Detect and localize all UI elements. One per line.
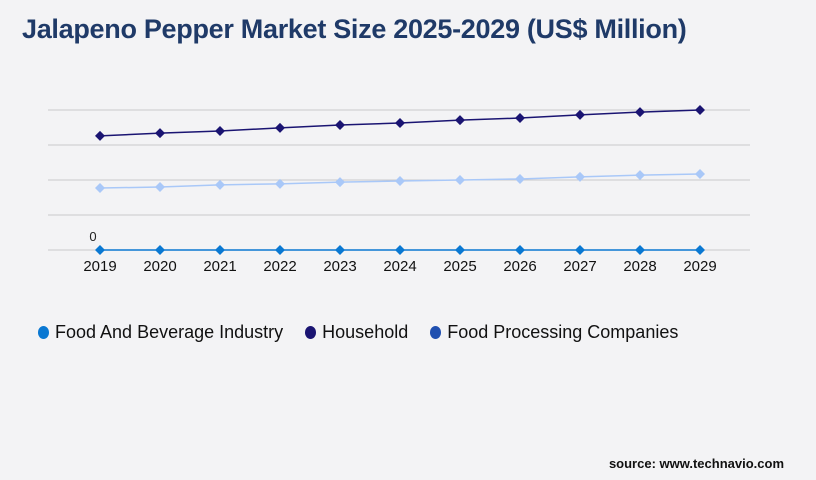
data-point (635, 245, 645, 255)
data-label: 0 (89, 229, 96, 244)
legend-label: Food And Beverage Industry (55, 322, 284, 342)
data-point (155, 128, 165, 139)
data-point (635, 107, 645, 118)
data-point (275, 245, 285, 255)
data-point (275, 122, 285, 133)
data-point (395, 117, 405, 128)
legend-marker-icon (38, 326, 49, 339)
data-point (515, 173, 525, 184)
data-point (215, 126, 225, 136)
data-point (575, 109, 585, 120)
data-point (395, 245, 405, 255)
x-tick-label: 2021 (203, 258, 236, 275)
x-tick-label: 2022 (263, 258, 296, 275)
x-tick-label: 2026 (503, 258, 536, 275)
x-tick-label: 2019 (83, 258, 116, 275)
data-point (515, 245, 525, 255)
legend-item: Household (305, 322, 408, 343)
data-point (155, 245, 165, 255)
legend: Food And Beverage Industry Household Food … (38, 322, 678, 343)
data-point (575, 245, 585, 255)
x-tick-label: 2029 (683, 258, 716, 275)
data-point (335, 120, 345, 131)
data-point (95, 183, 105, 194)
x-tick-label: 2020 (143, 258, 176, 275)
data-point (215, 245, 225, 255)
data-point (695, 245, 705, 255)
data-point (695, 169, 705, 180)
legend-marker-icon (305, 326, 317, 339)
data-point (395, 176, 405, 187)
x-tick-label: 2027 (563, 258, 596, 275)
legend-item: Food And Beverage Industry (38, 322, 283, 343)
legend-label: Food Processing Companies (447, 322, 679, 342)
x-tick-label: 2023 (323, 258, 356, 275)
x-tick-label: 2025 (443, 258, 476, 275)
legend-item: Food Processing Companies (430, 322, 678, 343)
data-point (155, 182, 165, 192)
data-point (695, 105, 705, 115)
data-point (635, 170, 645, 181)
chart-title: Jalapeno Pepper Market Size 2025-2029 (U… (22, 14, 687, 44)
legend-label: Household (322, 322, 409, 342)
data-point (455, 175, 465, 185)
data-point (455, 115, 465, 126)
legend-marker-icon (430, 326, 442, 339)
data-point (515, 113, 525, 124)
x-tick-label: 2024 (383, 258, 416, 275)
data-point (95, 245, 105, 255)
x-tick-label: 2028 (623, 258, 656, 275)
line-chart: 2019 2020 2021 2022 2023 2024 2025 2026 2027 2028… (48, 105, 750, 275)
data-point (335, 177, 345, 188)
data-point (95, 130, 105, 141)
data-point (275, 178, 285, 189)
data-point (455, 245, 465, 255)
data-point (335, 245, 345, 255)
data-point (215, 179, 225, 190)
data-point (575, 171, 585, 182)
source-note: source: www.technavio.com (608, 456, 784, 471)
